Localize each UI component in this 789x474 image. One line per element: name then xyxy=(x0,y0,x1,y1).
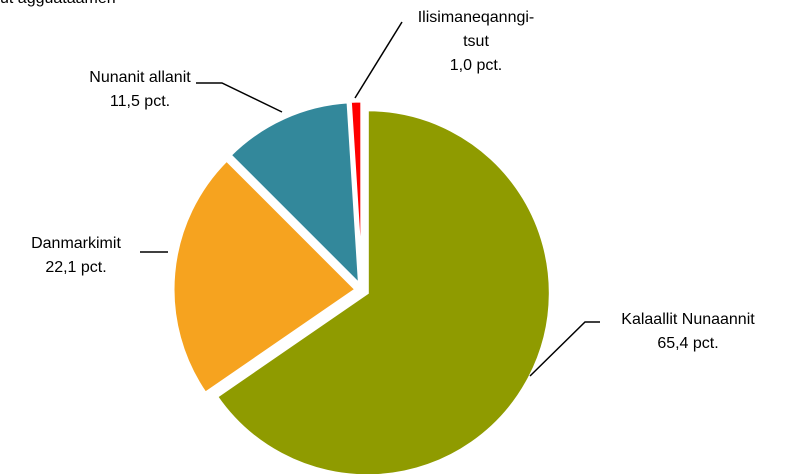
leader-line xyxy=(354,21,403,99)
slice-label: Kalaallit Nunaannit xyxy=(621,311,755,328)
pie-slice xyxy=(171,157,359,396)
slice-label: Ilisimaneqanngi- tsut xyxy=(417,9,535,50)
slice-value-label: 11,5 pct. xyxy=(109,93,171,110)
pie-slice xyxy=(228,100,362,289)
leader-line xyxy=(529,321,600,377)
pie-slice xyxy=(214,108,552,474)
slice-value-label: 65,4 pct. xyxy=(657,335,719,352)
leader-line xyxy=(196,82,283,113)
slice-value-label: 1,0 pct. xyxy=(449,57,503,74)
chart-title: ut agguataamen xyxy=(0,0,116,8)
slice-label: Danmarkimit xyxy=(31,235,121,252)
slice-label: Nunanit allanit xyxy=(89,69,191,86)
pie-slice xyxy=(348,99,364,285)
slice-value-label: 22,1 pct. xyxy=(45,259,107,276)
